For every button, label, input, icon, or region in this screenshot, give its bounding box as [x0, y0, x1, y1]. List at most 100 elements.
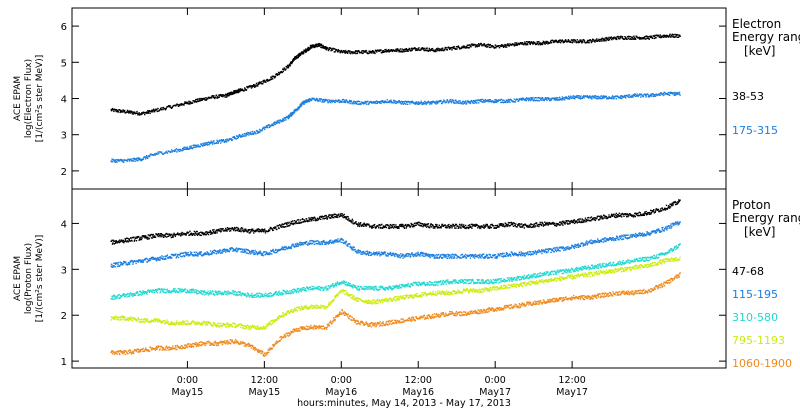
data-point — [485, 44, 488, 46]
data-point — [493, 100, 495, 103]
data-point — [469, 254, 471, 256]
data-point — [193, 255, 195, 257]
data-point — [192, 144, 194, 147]
data-point — [449, 48, 451, 51]
data-point — [576, 220, 578, 223]
data-point — [545, 41, 547, 44]
data-point — [114, 242, 116, 244]
data-point — [153, 153, 156, 155]
data-point — [114, 160, 116, 162]
data-point — [568, 220, 570, 222]
data-point — [607, 98, 610, 100]
data-point — [263, 127, 265, 129]
data-point — [345, 99, 348, 101]
data-point — [521, 223, 523, 225]
data-point — [457, 45, 459, 47]
data-point — [262, 80, 264, 82]
data-point — [343, 99, 345, 101]
data-point — [500, 98, 502, 101]
data-point — [225, 249, 228, 252]
data-point — [262, 229, 264, 231]
data-point — [154, 236, 157, 238]
data-point — [349, 243, 351, 245]
data-point — [194, 146, 196, 148]
data-point — [580, 221, 583, 223]
data-point — [550, 248, 553, 250]
data-point — [125, 261, 127, 264]
data-point — [326, 46, 328, 49]
data-point — [502, 223, 505, 225]
data-point — [308, 217, 310, 219]
electron-ytick-label: 4 — [61, 95, 67, 106]
data-point — [490, 101, 493, 103]
data-point — [659, 34, 661, 36]
data-point — [545, 250, 547, 253]
data-point — [301, 242, 303, 245]
data-point — [420, 252, 422, 255]
data-point — [485, 225, 487, 227]
data-point — [217, 250, 219, 253]
data-point — [193, 251, 196, 253]
data-point — [633, 38, 636, 40]
data-point — [371, 227, 373, 229]
data-point — [196, 101, 198, 103]
data-point — [311, 46, 314, 48]
data-point — [140, 113, 143, 116]
data-point — [357, 224, 359, 226]
data-point — [580, 95, 582, 97]
data-point — [639, 94, 641, 96]
data-point — [602, 39, 604, 41]
data-point — [278, 121, 280, 123]
data-point — [335, 48, 338, 51]
data-point — [630, 38, 632, 40]
data-point — [635, 95, 638, 97]
data-point — [189, 230, 191, 232]
data-point — [644, 38, 646, 40]
data-point — [459, 102, 462, 104]
data-point — [579, 39, 581, 41]
data-point — [423, 252, 426, 255]
data-point — [505, 44, 507, 46]
data-point — [519, 43, 521, 45]
data-point — [176, 151, 178, 153]
data-point — [365, 50, 368, 52]
data-point — [496, 101, 498, 104]
data-point — [299, 103, 302, 105]
data-point — [679, 35, 681, 37]
data-point — [196, 252, 199, 254]
data-point — [184, 234, 187, 236]
data-point — [308, 242, 310, 244]
data-point — [374, 101, 377, 103]
data-point — [599, 218, 601, 220]
data-point — [354, 101, 356, 103]
data-point — [115, 159, 118, 161]
data-point — [599, 40, 601, 42]
data-point — [163, 152, 165, 155]
electron-legend-subtitle: Energy range — [732, 30, 800, 44]
data-point — [576, 95, 578, 97]
data-point — [530, 41, 532, 43]
data-point — [362, 52, 364, 54]
data-point — [197, 253, 200, 255]
data-point — [632, 96, 634, 98]
data-point — [259, 250, 261, 252]
data-point — [559, 96, 561, 99]
data-point — [314, 217, 316, 219]
data-point — [544, 250, 546, 253]
data-point — [406, 50, 408, 52]
data-point — [338, 213, 340, 215]
data-point — [399, 102, 402, 104]
data-point — [372, 102, 374, 104]
data-point — [408, 224, 411, 226]
data-point — [673, 94, 675, 96]
data-point — [123, 260, 125, 263]
data-point — [279, 224, 281, 226]
data-point — [289, 65, 291, 67]
data-point — [131, 260, 134, 262]
data-point — [534, 100, 536, 102]
data-point — [605, 38, 607, 40]
data-point — [654, 37, 656, 40]
data-point — [624, 36, 626, 38]
data-point — [533, 224, 535, 226]
